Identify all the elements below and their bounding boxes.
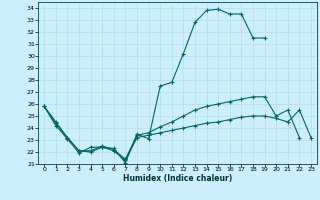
X-axis label: Humidex (Indice chaleur): Humidex (Indice chaleur) bbox=[123, 174, 232, 183]
